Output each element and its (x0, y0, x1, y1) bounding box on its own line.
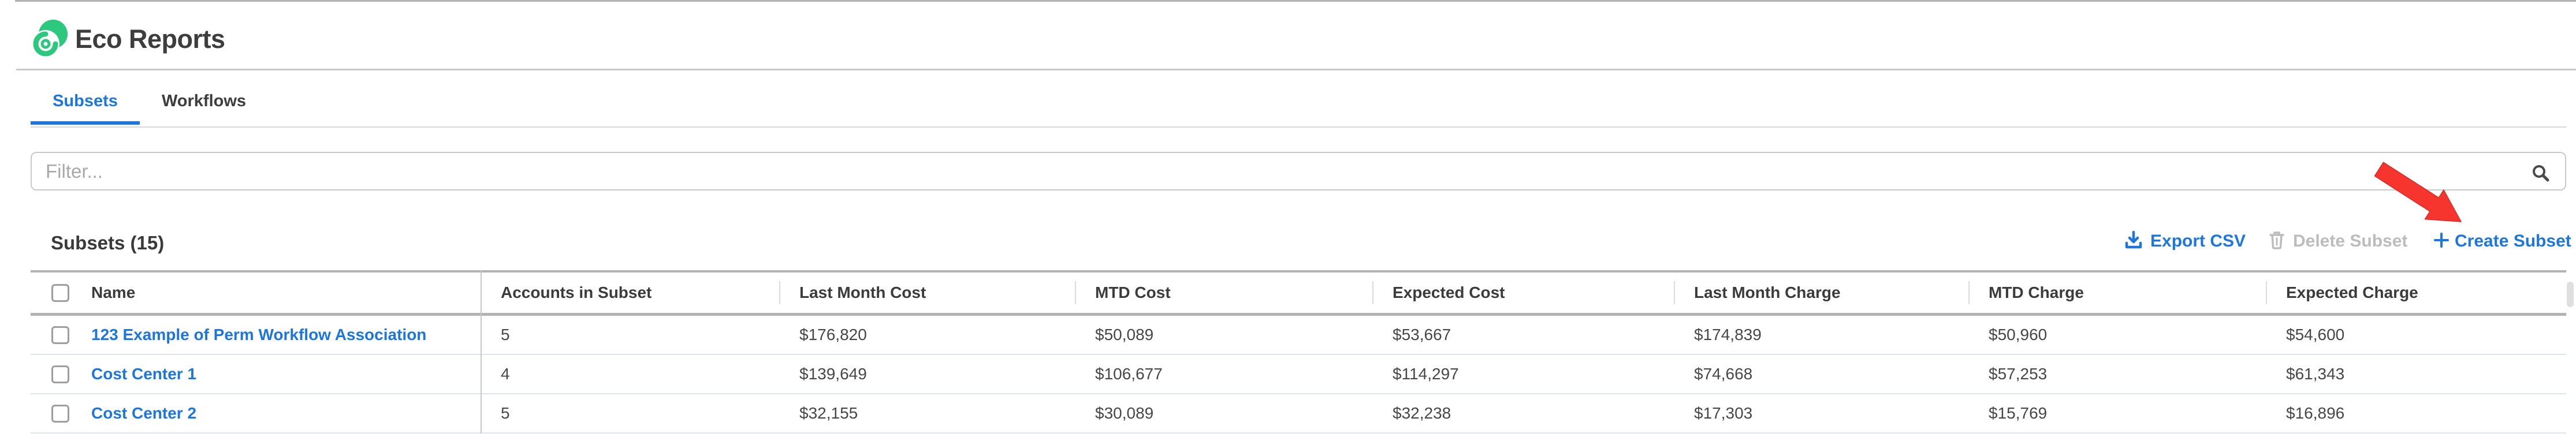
delete-subset-button[interactable]: Delete Subset (2269, 229, 2407, 254)
row-checkbox[interactable] (51, 404, 69, 423)
column-header-mtd-cost: MTD Cost (1075, 272, 1372, 313)
mtd-cost-cell: $30,089 (1095, 404, 1154, 422)
name-cell: Cost Center 1 (31, 365, 481, 383)
expected-cost-cell: $53,667 (1393, 326, 1451, 344)
expected-charge-cell: $16,896 (2286, 404, 2345, 422)
last-month-cost-cell: $176,820 (799, 326, 867, 344)
last-month-cost-cell: $139,649 (799, 365, 867, 383)
export-csv-label: Export CSV (2150, 232, 2246, 251)
table-row: Cost Center 1 4 $139,649 $106,677 $114,2… (31, 355, 2566, 394)
table-row: 123 Example of Perm Workflow Association… (31, 316, 2566, 355)
column-header-last-month-cost: Last Month Cost (779, 272, 1075, 313)
column-header-expected-charge: Expected Charge (2266, 272, 2566, 313)
section-heading: Subsets (15) (51, 232, 165, 253)
accounts-cell: 5 (501, 326, 510, 344)
subset-link[interactable]: Cost Center 1 (91, 365, 197, 383)
create-subset-label: Create Subset (2455, 232, 2571, 251)
mtd-charge-cell: $57,253 (1989, 365, 2048, 383)
row-checkbox[interactable] (51, 326, 69, 344)
export-csv-button[interactable]: Export CSV (2124, 229, 2246, 254)
tabs-baseline (31, 126, 2566, 128)
search-icon[interactable] (2532, 164, 2550, 185)
table-header-row: Name Accounts in Subset Last Month Cost … (31, 270, 2566, 316)
accounts-cell: 4 (501, 365, 510, 383)
table-row: Cost Center 2 5 $32,155 $30,089 $32,238 … (31, 394, 2566, 434)
column-header-accounts: Accounts in Subset (501, 283, 652, 301)
last-month-charge-cell: $17,303 (1694, 404, 1753, 422)
expected-charge-cell: $54,600 (2286, 326, 2345, 344)
name-cell: 123 Example of Perm Workflow Association (31, 326, 481, 344)
expected-charge-cell: $61,343 (2286, 365, 2345, 383)
row-checkbox[interactable] (51, 365, 69, 383)
subset-link[interactable]: Cost Center 2 (91, 404, 197, 422)
mtd-charge-cell: $50,960 (1989, 326, 2048, 344)
last-month-cost-cell: $32,155 (799, 404, 858, 422)
column-header-last-month-charge: Last Month Charge (1674, 272, 1968, 313)
column-header-mtd-charge: MTD Charge (1968, 272, 2266, 313)
plus-icon (2434, 232, 2449, 251)
name-column-divider (481, 270, 482, 434)
window-top-edge (15, 0, 2576, 2)
tab-bar: Subsets Workflows (31, 88, 268, 125)
filter-input[interactable] (31, 152, 2566, 191)
mtd-cost-cell: $106,677 (1095, 365, 1163, 383)
header-divider (16, 69, 2576, 70)
column-header-name: Name (31, 272, 481, 313)
tab-workflows[interactable]: Workflows (161, 91, 247, 110)
accounts-cell: 5 (501, 404, 510, 422)
select-all-checkbox[interactable] (51, 283, 69, 302)
mtd-charge-cell: $15,769 (1989, 404, 2048, 422)
tab-subsets[interactable]: Subsets (31, 88, 140, 125)
column-header-expected-cost: Expected Cost (1372, 272, 1674, 313)
page-title: Eco Reports (75, 24, 225, 54)
mtd-cost-cell: $50,089 (1095, 326, 1154, 344)
last-month-charge-cell: $174,839 (1694, 326, 1762, 344)
last-month-charge-cell: $74,668 (1694, 365, 1753, 383)
trash-icon (2269, 230, 2285, 253)
delete-subset-label: Delete Subset (2293, 232, 2408, 251)
scrollbar-thumb[interactable] (2567, 282, 2574, 307)
name-cell: Cost Center 2 (31, 404, 481, 423)
subsets-table: Name Accounts in Subset Last Month Cost … (31, 270, 2566, 434)
expected-cost-cell: $114,297 (1393, 365, 1459, 383)
subset-link[interactable]: 123 Example of Perm Workflow Association (91, 326, 427, 344)
expected-cost-cell: $32,238 (1393, 404, 1451, 422)
download-icon (2124, 230, 2143, 253)
eco-logo-icon (29, 20, 68, 62)
create-subset-button[interactable]: Create Subset (2434, 229, 2571, 254)
